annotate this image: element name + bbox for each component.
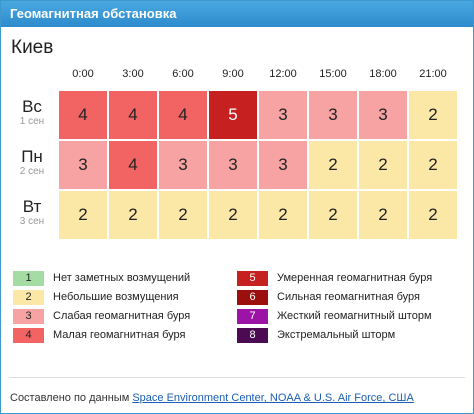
day-label: Вт 3 сен bbox=[7, 197, 57, 228]
legend-swatch: 5 bbox=[237, 271, 268, 286]
time-label: 9:00 bbox=[222, 68, 244, 80]
time-label: 21:00 bbox=[419, 68, 447, 80]
kp-cell: 2 bbox=[158, 190, 208, 240]
kp-cell: 2 bbox=[358, 140, 408, 190]
kp-cell: 2 bbox=[308, 190, 358, 240]
legend-text: Сильная геомагнитная буря bbox=[277, 291, 420, 303]
legend-text: Малая геомагнитная буря bbox=[53, 329, 186, 341]
legend-text: Слабая геомагнитная буря bbox=[53, 310, 191, 322]
kp-cell: 2 bbox=[408, 140, 458, 190]
time-label: 18:00 bbox=[369, 68, 397, 80]
kp-cell: 4 bbox=[108, 140, 158, 190]
time-label: 12:00 bbox=[269, 68, 297, 80]
kp-cell: 2 bbox=[408, 190, 458, 240]
time-header-row: 0:00 3:00 6:00 9:00 12:00 15:00 18:00 21:00 bbox=[58, 68, 458, 84]
kp-cell: 3 bbox=[58, 140, 108, 190]
legend-swatch: 3 bbox=[13, 309, 44, 324]
kp-cell: 5 bbox=[208, 90, 258, 140]
kp-cell: 2 bbox=[108, 190, 158, 240]
kp-cell: 3 bbox=[208, 140, 258, 190]
kp-cell: 4 bbox=[58, 90, 108, 140]
day-name: Вс bbox=[22, 97, 42, 116]
kp-cell: 3 bbox=[258, 140, 308, 190]
day-label: Пн 2 сен bbox=[7, 147, 57, 178]
footer-prefix: Составлено по данным bbox=[10, 392, 130, 404]
kp-cell: 4 bbox=[158, 90, 208, 140]
kp-cell: 2 bbox=[308, 140, 358, 190]
footer-divider bbox=[9, 377, 465, 378]
kp-cell: 2 bbox=[58, 190, 108, 240]
legend-text: Экстремальный шторм bbox=[277, 329, 396, 341]
time-label: 15:00 bbox=[319, 68, 347, 80]
kp-cell: 2 bbox=[408, 90, 458, 140]
footer: Составлено по данным Space Environment C… bbox=[10, 392, 414, 404]
time-label: 3:00 bbox=[122, 68, 144, 80]
day-name: Пн bbox=[21, 147, 43, 166]
legend-text: Нет заметных возмущений bbox=[53, 272, 191, 284]
legend-text: Небольшие возмущения bbox=[53, 291, 179, 303]
kp-cell: 2 bbox=[208, 190, 258, 240]
source-link[interactable]: Space Environment Center, NOAA & U.S. Ai… bbox=[132, 392, 414, 404]
kp-cell: 3 bbox=[358, 90, 408, 140]
legend-text: Умеренная геомагнитная буря bbox=[277, 272, 433, 284]
kp-cell: 2 bbox=[258, 190, 308, 240]
kp-cell: 3 bbox=[158, 140, 208, 190]
kp-cell: 2 bbox=[358, 190, 408, 240]
legend-swatch: 7 bbox=[237, 309, 268, 324]
legend-swatch: 8 bbox=[237, 328, 268, 343]
time-label: 6:00 bbox=[172, 68, 194, 80]
day-date: 3 сен bbox=[19, 216, 45, 227]
widget-title: Геомагнитная обстановка bbox=[10, 6, 177, 21]
day-date: 1 сен bbox=[19, 116, 45, 127]
day-label: Вс 1 сен bbox=[7, 97, 57, 128]
kp-cell: 4 bbox=[108, 90, 158, 140]
time-label: 0:00 bbox=[72, 68, 94, 80]
kp-cell: 3 bbox=[308, 90, 358, 140]
legend-swatch: 6 bbox=[237, 290, 268, 305]
city-name: Киев bbox=[11, 37, 54, 58]
legend-text: Жесткий геомагнитный шторм bbox=[277, 310, 432, 322]
day-date: 2 сен bbox=[19, 166, 45, 177]
legend: 1 Нет заметных возмущений 2 Небольшие возму… bbox=[13, 270, 463, 350]
day-name: Вт bbox=[22, 197, 42, 216]
legend-swatch: 2 bbox=[13, 290, 44, 305]
kp-cell: 3 bbox=[258, 90, 308, 140]
widget-header: Геомагнитная обстановка bbox=[1, 1, 473, 27]
legend-swatch: 4 bbox=[13, 328, 44, 343]
legend-swatch: 1 bbox=[13, 271, 44, 286]
